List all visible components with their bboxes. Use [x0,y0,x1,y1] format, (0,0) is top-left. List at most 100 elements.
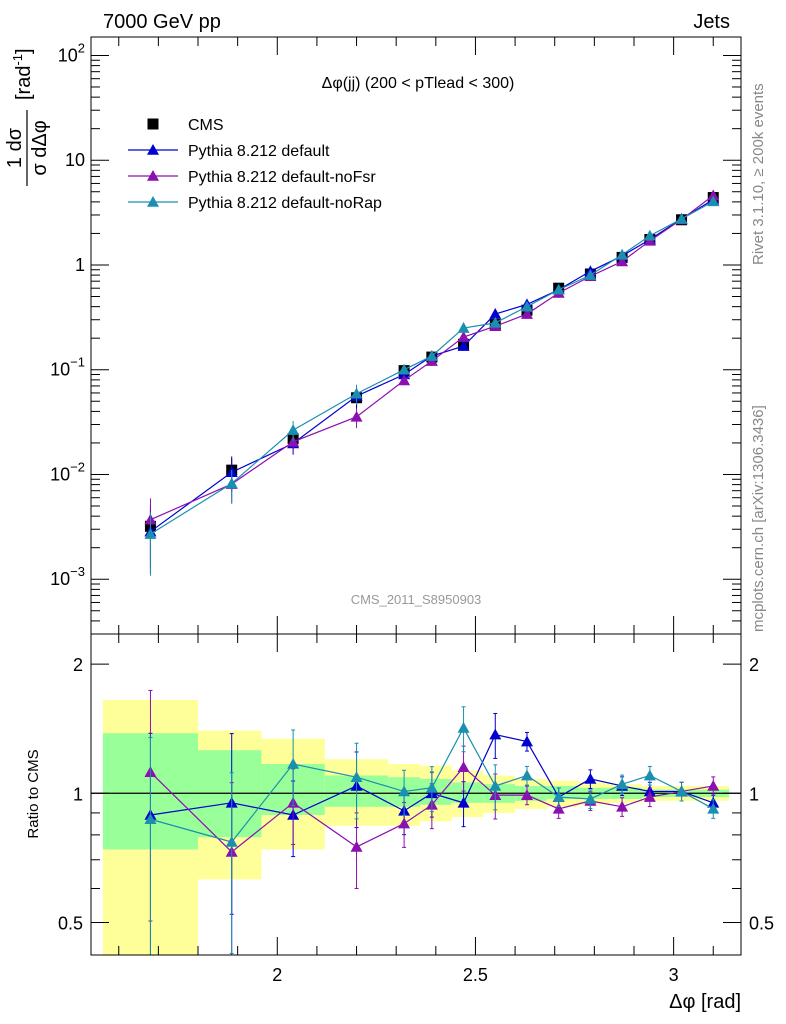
ratio-point [616,778,629,789]
ratio-y-tick-label-left: 2 [73,655,83,675]
ylabel-unit: [rad-1] [10,48,35,100]
y-tick-label-exp: −2 [70,459,85,474]
ratio-point [643,769,656,781]
y-tick-label-exp: −3 [70,564,85,579]
data-point [520,300,533,312]
ratio-point [489,779,502,791]
ratio-point [643,791,656,802]
y-tick-label-base: 10 [65,150,85,170]
data-point [457,322,470,333]
legend-marker [147,196,159,207]
y-tick-label-exp: −1 [70,355,85,370]
legend-label: Pythia 8.212 default-noFsr [188,169,376,186]
ratio-point [552,791,565,802]
data-point [616,255,629,267]
ratio-y-tick-label-right: 0.5 [749,913,774,933]
legend-marker [147,170,159,181]
ylabel-frac-top: 1 dσ [4,127,26,168]
ratio-series-3 [144,706,720,956]
y-tick-label: 1 [75,255,85,275]
y-tick-label: 10−1 [50,355,85,380]
series-mc-3 [144,195,720,576]
ratio-point [425,781,438,793]
ratio-panel-axes: 0.5 0.5 1 1 2 2 2 2.5 3 [58,634,774,985]
data-point [457,340,470,351]
y-tick-label: 102 [58,40,85,65]
ratio-point [707,779,720,791]
data-point [144,528,157,539]
legend: CMS Pythia 8.212 default Pythia 8.212 defa… [128,117,382,212]
ylabel-unit-close: ] [13,48,35,54]
source-label: mcplots.cern.ch [arXiv:1306.3436] [750,405,767,632]
header-right-label: Jets [693,11,730,33]
legend-label: Pythia 8.212 default [188,143,330,160]
ylabel-unit-open: [rad [13,66,35,100]
ratio-point [584,772,597,784]
ratio-point [144,813,157,825]
ratio-y-tick-label-left: 0.5 [58,913,83,933]
data-point [616,248,629,260]
chart-title: Δφ(jj) (200 < pTlead < 300) [322,75,515,92]
data-point [707,195,720,207]
y-tick-label: 10 [65,150,85,170]
data-point [425,350,438,361]
main-ylabel: 1 dσ σ dΔφ [rad-1] [4,48,51,186]
ratio-point [457,761,470,773]
series-cms [144,192,719,568]
data-point [350,410,363,422]
data-point [675,212,688,224]
x-tick-label: 2 [272,965,282,985]
y-tick-label: 10−3 [50,564,85,589]
ratio-point [520,735,533,747]
data-point [457,331,470,342]
ratio-point [552,802,565,814]
ratio-point [489,728,502,740]
legend-entry: Pythia 8.212 default-noRap [128,195,382,212]
data-point [520,308,533,319]
ylabel-unit-sup: -1 [10,54,25,66]
legend-label: Pythia 8.212 default-noRap [188,195,382,212]
data-point [584,269,597,280]
ratio-point [457,721,470,733]
ratio-point [520,769,533,781]
y-tick-label-base: 1 [75,255,85,275]
main-panel-series [144,189,720,576]
ratio-uncertainty-bands [91,699,741,955]
data-point [225,477,238,489]
data-point [707,189,720,201]
ratio-y-tick-label-right: 2 [749,655,759,675]
rivet-version-label: Rivet 3.1.10, ≥ 200k events [750,83,767,265]
ratio-point [350,840,363,852]
legend-entry: Pythia 8.212 default [128,143,330,160]
ratio-point [675,785,688,797]
data-point [552,283,565,295]
x-tick-label: 2.5 [463,965,488,985]
data-point [643,229,656,241]
legend-marker [147,144,159,155]
ratio-point [520,789,533,800]
x-tick-label: 3 [669,965,679,985]
data-point [489,308,502,319]
ratio-point [457,796,470,808]
y-tick-label-base: 10 [50,569,70,589]
data-point [489,316,502,328]
y-tick-label-exp: 2 [78,40,85,55]
series-mc-1 [144,193,720,574]
legend-entry: Pythia 8.212 default-noFsr [128,169,376,186]
data-point [350,387,363,399]
y-tick-label-base: 10 [58,45,78,65]
ratio-ylabel: Ratio to CMS [25,749,42,838]
ylabel-frac-bottom: σ dΔφ [29,120,51,175]
ratio-point [584,792,597,804]
legend-entry: CMS [147,117,224,134]
analysis-watermark: CMS_2011_S8950903 [351,592,482,607]
ratio-point [398,817,411,829]
y-tick-label-base: 10 [50,360,70,380]
y-tick-label: 10−2 [50,459,85,484]
data-point [398,374,411,386]
series-mc-2 [144,189,720,562]
legend-marker [147,118,159,130]
data-point [287,424,300,435]
